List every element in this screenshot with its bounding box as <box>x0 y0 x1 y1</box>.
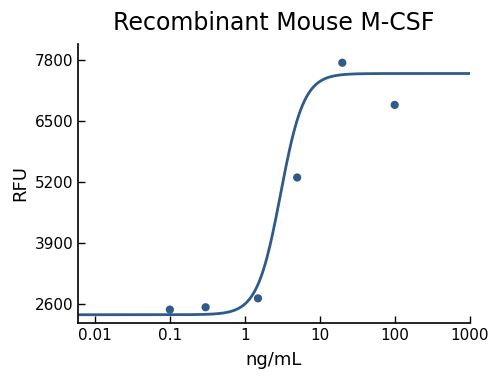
X-axis label: ng/mL: ng/mL <box>246 351 302 369</box>
Y-axis label: RFU: RFU <box>11 165 29 201</box>
Title: Recombinant Mouse M-CSF: Recombinant Mouse M-CSF <box>114 11 434 35</box>
Point <box>202 304 209 310</box>
Point <box>293 174 301 180</box>
Point <box>166 307 174 313</box>
Point <box>254 295 262 301</box>
Point <box>338 60 346 66</box>
Point <box>390 102 398 108</box>
